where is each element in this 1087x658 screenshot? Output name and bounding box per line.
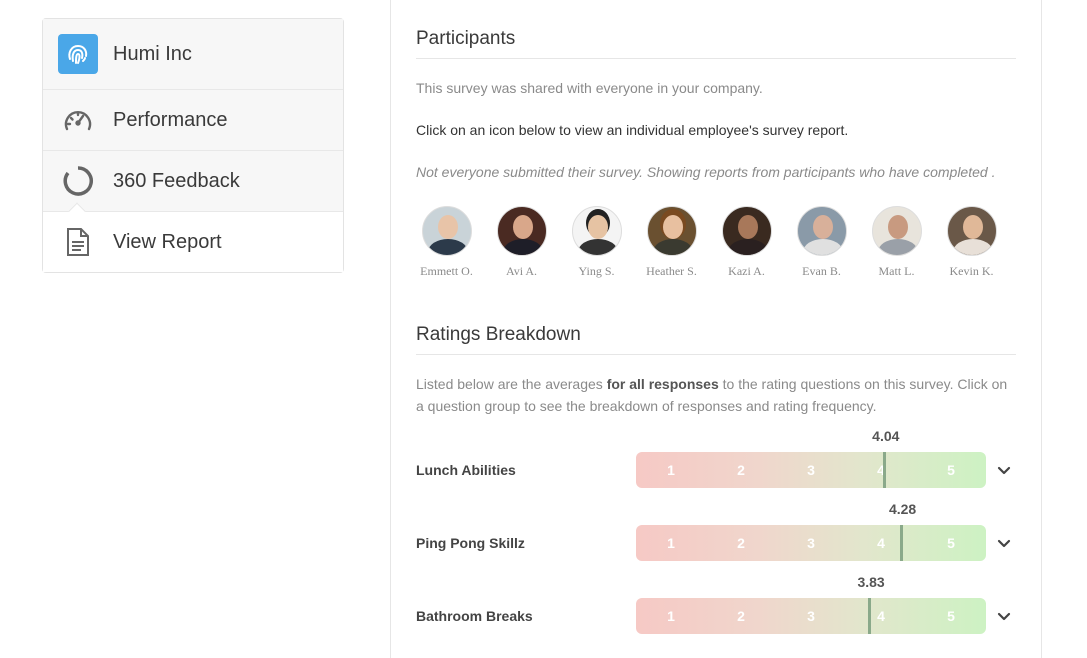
- avatar: [796, 206, 847, 256]
- rating-tick: 4: [877, 608, 885, 624]
- ratings-title: Ratings Breakdown: [416, 324, 581, 345]
- sidebar-item-label: 360 Feedback: [113, 169, 240, 192]
- participant-avatar[interactable]: Evan B.: [784, 206, 859, 279]
- rating-label: Bathroom Breaks: [416, 608, 533, 624]
- rating-bar[interactable]: 1 2 3 4 5 3.83: [636, 574, 986, 634]
- average-marker: [882, 452, 886, 488]
- notice-text: Not everyone submitted their survey. Sho…: [416, 164, 996, 180]
- rating-tick: 2: [737, 462, 745, 478]
- rating-tick: 1: [667, 608, 675, 624]
- participant-avatar[interactable]: Heather S.: [634, 206, 709, 279]
- fingerprint-logo-icon: [58, 34, 98, 74]
- participant-avatar[interactable]: Emmett O.: [409, 206, 484, 279]
- participants-title: Participants: [416, 28, 516, 49]
- rating-tick: 3: [807, 608, 815, 624]
- average-marker: [868, 598, 872, 634]
- avatar: [646, 206, 697, 256]
- average-score: 3.83: [857, 574, 885, 590]
- sidebar-item-performance[interactable]: Performance: [43, 90, 343, 151]
- rating-tick: 2: [737, 608, 745, 624]
- participant-avatar[interactable]: Kazi A.: [709, 206, 784, 279]
- avatar: [871, 206, 922, 256]
- participant-avatar[interactable]: Ying S.: [559, 206, 634, 279]
- sidebar-item-view-report[interactable]: View Report: [43, 212, 343, 272]
- rating-tick: 2: [737, 535, 745, 551]
- chevron-down-icon[interactable]: [996, 608, 1012, 624]
- participant-name: Matt L.: [878, 264, 915, 278]
- rating-tick: 3: [807, 462, 815, 478]
- participant-name: Emmett O.: [420, 264, 473, 278]
- participant-name: Ying S.: [578, 264, 615, 278]
- instruction-text: Click on an icon below to view an indivi…: [416, 122, 849, 138]
- company-name: Humi Inc: [113, 42, 192, 65]
- avatar: [721, 206, 772, 256]
- sidebar-company[interactable]: Humi Inc: [43, 19, 343, 90]
- rating-tick: 5: [947, 462, 955, 478]
- participants-list: Emmett O. Avi A. Ying S. Heather S. Kazi…: [409, 206, 1009, 279]
- sidebar-card: Humi Inc Performance 360 Feedback: [42, 18, 344, 273]
- chevron-down-icon[interactable]: [996, 535, 1012, 551]
- rating-tick: 4: [877, 462, 885, 478]
- speedometer-icon: [58, 100, 98, 140]
- sidebar-item-label: View Report: [113, 230, 222, 253]
- rating-tick: 1: [667, 535, 675, 551]
- participant-avatar[interactable]: Avi A.: [484, 206, 559, 279]
- avatar: [946, 206, 997, 256]
- circle-progress-icon: [58, 161, 98, 201]
- participant-avatar[interactable]: Kevin K.: [934, 206, 1009, 279]
- sidebar-item-360-feedback[interactable]: 360 Feedback: [43, 151, 343, 212]
- avatar: [496, 206, 547, 256]
- participant-name: Avi A.: [505, 264, 538, 278]
- avatar: [421, 206, 472, 256]
- rating-label: Ping Pong Skillz: [416, 535, 525, 551]
- average-score: 4.04: [872, 428, 900, 444]
- ratings-description: Listed below are the averages for all re…: [416, 376, 1008, 414]
- rating-label: Lunch Abilities: [416, 462, 516, 478]
- rating-row[interactable]: Ping Pong Skillz 1 2 3 4 5 4.28: [416, 501, 1016, 565]
- rating-tick: 1: [667, 462, 675, 478]
- rating-row[interactable]: Bathroom Breaks 1 2 3 4 5 3.83: [416, 574, 1016, 638]
- average-marker: [899, 525, 903, 561]
- rating-bar[interactable]: 1 2 3 4 5 4.28: [636, 501, 986, 561]
- divider: [416, 354, 1016, 355]
- rating-bar[interactable]: 1 2 3 4 5 4.04: [636, 428, 986, 488]
- participant-name: Evan B.: [802, 264, 841, 278]
- sidebar-item-label: Performance: [113, 108, 228, 131]
- rating-tick: 3: [807, 535, 815, 551]
- document-icon: [58, 222, 98, 262]
- chevron-down-icon[interactable]: [996, 462, 1012, 478]
- participant-name: Kazi A.: [728, 264, 765, 278]
- rating-row[interactable]: Lunch Abilities 1 2 3 4 5 4.04: [416, 428, 1016, 492]
- rating-tick: 5: [947, 608, 955, 624]
- participant-avatar[interactable]: Matt L.: [859, 206, 934, 279]
- divider: [416, 58, 1016, 59]
- rating-tick: 5: [947, 535, 955, 551]
- shared-text: This survey was shared with everyone in …: [416, 80, 763, 96]
- rating-tick: 4: [877, 535, 885, 551]
- avatar: [571, 206, 622, 256]
- report-panel: Participants This survey was shared with…: [390, 0, 1042, 658]
- participant-name: Kevin K.: [949, 264, 994, 278]
- average-score: 4.28: [888, 501, 917, 517]
- participant-name: Heather S.: [646, 264, 697, 278]
